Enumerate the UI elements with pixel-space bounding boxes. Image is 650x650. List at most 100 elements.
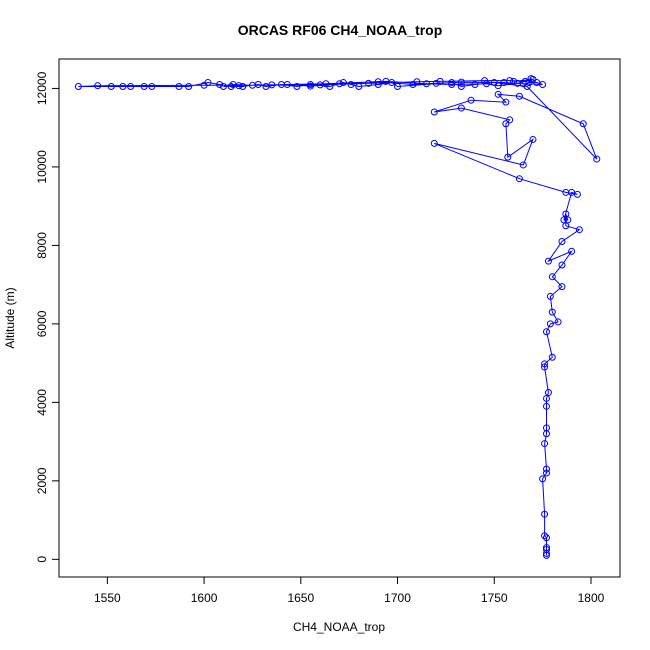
data-point bbox=[593, 155, 601, 163]
data-point bbox=[544, 257, 552, 265]
data-point bbox=[548, 353, 556, 361]
data-point bbox=[248, 81, 256, 89]
data-point bbox=[539, 475, 547, 483]
data-point bbox=[448, 79, 456, 87]
data-point bbox=[539, 81, 547, 89]
data-point bbox=[575, 226, 583, 234]
data-point bbox=[504, 153, 512, 161]
y-tick-label: 8000 bbox=[35, 232, 49, 259]
data-point bbox=[542, 465, 550, 473]
data-point bbox=[74, 82, 82, 90]
data-point bbox=[542, 424, 550, 432]
data-point bbox=[558, 237, 566, 245]
data-point bbox=[430, 139, 438, 147]
data-point bbox=[502, 98, 510, 106]
data-point bbox=[430, 108, 438, 116]
data-point bbox=[175, 82, 183, 90]
y-axis-label: Altitude (m) bbox=[3, 287, 17, 348]
data-point bbox=[554, 318, 562, 326]
data-point bbox=[322, 80, 330, 88]
data-point bbox=[200, 81, 208, 89]
y-tick-label: 12000 bbox=[35, 71, 49, 105]
series-layer bbox=[74, 75, 601, 559]
data-point bbox=[483, 80, 491, 88]
data-point bbox=[568, 247, 576, 255]
y-tick-label: 0 bbox=[35, 556, 49, 563]
data-point bbox=[541, 363, 549, 371]
data-point bbox=[457, 104, 465, 112]
data-point bbox=[502, 120, 510, 128]
data-point bbox=[560, 216, 568, 224]
data-point bbox=[355, 82, 363, 90]
data-point bbox=[382, 77, 390, 85]
chart-title: ORCAS RF06 CH4_NOAA_trop bbox=[238, 22, 443, 38]
data-point bbox=[347, 81, 355, 89]
data-point bbox=[127, 82, 135, 90]
series-line bbox=[78, 77, 598, 556]
data-point bbox=[558, 261, 566, 269]
plot-frame bbox=[58, 58, 621, 578]
data-point bbox=[546, 292, 554, 300]
data-point bbox=[394, 82, 402, 90]
data-point bbox=[457, 82, 465, 90]
data-point bbox=[227, 82, 235, 90]
data-point bbox=[219, 82, 227, 90]
data-point bbox=[471, 81, 479, 89]
x-axis-label: CH4_NOAA_trop bbox=[293, 620, 385, 634]
data-point bbox=[239, 82, 247, 90]
y-tick-label: 6000 bbox=[35, 310, 49, 337]
data-point bbox=[506, 116, 514, 124]
data-point bbox=[500, 79, 508, 87]
data-point bbox=[542, 534, 550, 542]
data-point bbox=[544, 389, 552, 397]
data-point bbox=[268, 81, 276, 89]
data-point bbox=[467, 96, 475, 104]
y-tick-label: 2000 bbox=[35, 467, 49, 494]
data-point bbox=[558, 283, 566, 291]
data-point bbox=[541, 532, 549, 540]
data-point bbox=[457, 78, 465, 86]
data-point bbox=[283, 81, 291, 89]
x-tick-label: 1600 bbox=[191, 591, 218, 605]
data-point bbox=[365, 79, 373, 87]
data-point bbox=[216, 81, 224, 89]
data-point bbox=[541, 440, 549, 448]
data-point bbox=[548, 273, 556, 281]
data-point bbox=[529, 75, 537, 83]
data-point bbox=[573, 190, 581, 198]
y-tick-label: 10000 bbox=[35, 150, 49, 184]
data-point bbox=[541, 360, 549, 368]
data-point bbox=[306, 82, 314, 90]
data-point bbox=[140, 82, 148, 90]
data-point bbox=[336, 80, 343, 88]
data-point bbox=[541, 510, 549, 518]
data-point bbox=[513, 79, 521, 87]
x-tick-label: 1750 bbox=[481, 591, 508, 605]
x-tick-label: 1700 bbox=[384, 591, 411, 605]
data-point bbox=[542, 544, 550, 552]
data-point bbox=[432, 79, 440, 87]
data-point bbox=[542, 402, 550, 410]
data-point bbox=[374, 81, 382, 89]
data-point bbox=[519, 161, 527, 169]
x-tick-label: 1550 bbox=[94, 591, 121, 605]
data-point bbox=[107, 82, 115, 90]
y-axis: 0 2000 4000 6000 8000 10000 12000 bbox=[35, 71, 60, 563]
x-tick-label: 1650 bbox=[287, 591, 314, 605]
data-point bbox=[293, 82, 301, 90]
data-point bbox=[529, 135, 537, 143]
data-point bbox=[510, 77, 518, 85]
x-tick-label: 1800 bbox=[578, 591, 605, 605]
data-point bbox=[448, 81, 456, 89]
data-point bbox=[515, 92, 523, 100]
data-point bbox=[119, 82, 127, 90]
data-point bbox=[235, 82, 243, 90]
data-point bbox=[548, 308, 556, 316]
data-point bbox=[494, 90, 502, 98]
data-point bbox=[185, 82, 193, 90]
data-point bbox=[423, 80, 431, 88]
data-point bbox=[579, 120, 587, 128]
x-axis: 1550 1600 1650 1700 1750 1800 bbox=[94, 576, 605, 605]
data-point bbox=[542, 328, 550, 336]
